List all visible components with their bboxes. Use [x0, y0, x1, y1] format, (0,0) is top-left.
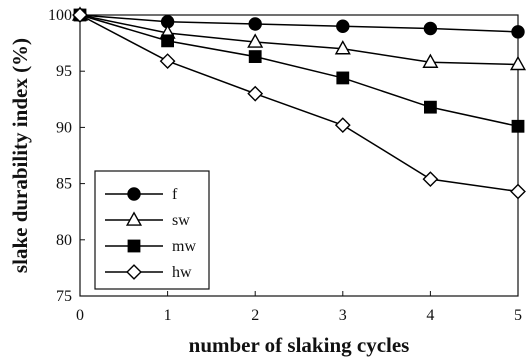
- y-tick-label: 100: [48, 7, 72, 24]
- legend-marker-mw: [127, 239, 141, 253]
- data-point-f: [248, 17, 262, 31]
- legend-label: sw: [172, 212, 190, 229]
- x-tick-label: 4: [426, 307, 434, 324]
- data-point-sw: [334, 40, 351, 55]
- data-point-hw: [334, 117, 351, 134]
- x-tick-label: 2: [251, 307, 259, 324]
- legend-label: f: [172, 186, 178, 203]
- series-mw: [73, 8, 525, 133]
- data-point-mw: [424, 100, 437, 114]
- legend-item-sw: sw: [105, 211, 190, 229]
- series-line-hw: [79, 14, 519, 193]
- y-tick-label: 95: [56, 63, 72, 80]
- legend-item-f: f: [105, 186, 178, 203]
- legend-box: [94, 170, 210, 290]
- series-line-sw: [79, 14, 519, 66]
- legend-marker-sw: [125, 211, 143, 226]
- data-point-f: [336, 19, 350, 33]
- y-tick-label: 85: [56, 176, 72, 193]
- legend-marker-f: [127, 187, 141, 201]
- y-tick-label: 75: [56, 288, 72, 305]
- data-point-hw: [72, 7, 88, 23]
- y-axis-title: slake durability index (%): [8, 38, 32, 273]
- x-tick-label: 3: [339, 307, 347, 324]
- legend-label: mw: [172, 238, 196, 255]
- axes: 0 1 2 3 4 5 75 80 85 90 95 100: [48, 7, 522, 324]
- series-group: [71, 6, 527, 200]
- data-point-hw: [159, 53, 176, 69]
- y-tick-label: 90: [56, 119, 72, 136]
- x-tick-label: 5: [514, 307, 522, 324]
- x-axis-title: number of slaking cycles: [189, 333, 410, 357]
- x-tick-label: 0: [76, 307, 84, 324]
- data-point-sw: [422, 53, 439, 68]
- data-point-mw: [248, 50, 262, 63]
- data-point-f: [423, 21, 438, 36]
- y-tick-label: 80: [56, 232, 72, 249]
- data-point-f: [511, 25, 525, 39]
- legend-marker-hw: [126, 264, 142, 280]
- legend-label: hw: [172, 264, 192, 281]
- data-point-mw: [161, 34, 174, 48]
- legend-item-hw: hw: [105, 264, 192, 281]
- series-line-f: [79, 14, 519, 33]
- data-point-mw: [511, 119, 525, 133]
- data-point-sw: [247, 33, 264, 48]
- x-tick-label: 1: [164, 307, 172, 324]
- data-point-sw: [509, 55, 527, 71]
- data-point-hw: [422, 171, 439, 187]
- legend: f sw mw hw: [94, 170, 210, 290]
- data-point-hw: [247, 85, 264, 102]
- series-hw: [72, 7, 526, 200]
- data-point-mw: [336, 71, 350, 85]
- data-point-hw: [510, 183, 526, 200]
- series-line-mw: [79, 14, 519, 128]
- legend-item-mw: mw: [105, 238, 196, 255]
